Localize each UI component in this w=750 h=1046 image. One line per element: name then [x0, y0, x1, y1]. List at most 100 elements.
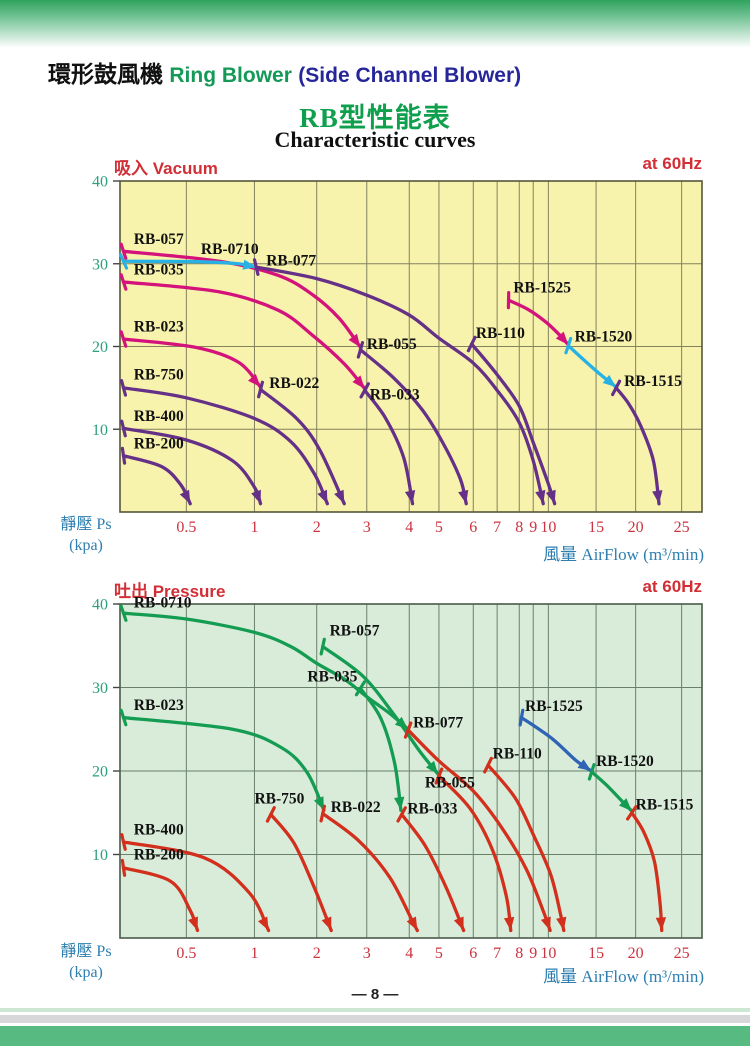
vacuum-curve-rb-1525: RB-1525 [506, 280, 571, 347]
footer-bar [0, 1026, 750, 1046]
svg-text:6: 6 [469, 519, 477, 536]
vacuum-x-axis-label: 風量 AirFlow (m³/min) [543, 545, 704, 564]
vacuum-curve-rb-110: RB-110 [466, 325, 557, 506]
vacuum-label-rb-110: RB-110 [476, 325, 525, 342]
svg-text:25: 25 [674, 519, 690, 536]
svg-text:0.5: 0.5 [176, 519, 196, 536]
vacuum-label-rb-035: RB-035 [134, 262, 184, 279]
vacuum-curve-rb-1520: RB-1520 [564, 329, 633, 389]
pressure-curve-rb-200: RB-200 [120, 847, 200, 933]
page-number: — 8 — [351, 986, 399, 1003]
svg-text:9: 9 [529, 519, 537, 536]
vacuum-y-axis-unit: (kpa) [69, 537, 103, 554]
pressure-chart: RB-0710 RB-057 RB-035 RB-023 RB-1525 RB-1520 R… [92, 594, 703, 962]
pressure-label-rb-055: RB-055 [425, 775, 475, 792]
vacuum-curve-rb-035: RB-035 [119, 262, 367, 391]
vacuum-label-rb-200: RB-200 [134, 435, 184, 452]
pressure-label-rb-750: RB-750 [254, 791, 304, 808]
footer-stripe-green [0, 1008, 750, 1012]
vacuum-curve-rb-1515: RB-1515 [611, 373, 682, 506]
svg-text:20: 20 [628, 519, 644, 536]
pressure-label-rb-200: RB-200 [134, 847, 184, 864]
vacuum-label-rb-400: RB-400 [134, 408, 184, 425]
vacuum-curve-rb-057: RB-057 [119, 231, 363, 349]
svg-text:10: 10 [540, 945, 556, 962]
vacuum-label-rb-055: RB-055 [367, 336, 417, 353]
pressure-curve-rb-1525: RB-1525 [518, 698, 593, 773]
pressure-curve-rb-400: RB-400 [120, 821, 271, 933]
vacuum-curve-rb-750: RB-750 [119, 367, 330, 506]
pressure-label-rb-0710: RB-0710 [134, 594, 192, 611]
header-cjk-title: 環形鼓風機 [48, 61, 163, 87]
pressure-label-rb-057: RB-057 [330, 623, 380, 640]
svg-text:20: 20 [92, 339, 108, 356]
pressure-label-rb-1515: RB-1515 [636, 796, 694, 813]
vacuum-curve-rb-023: RB-023 [119, 319, 263, 389]
svg-text:0.5: 0.5 [176, 945, 196, 962]
pressure-curve-rb-1520: RB-1520 [587, 753, 654, 813]
vacuum-y-axis-label: 靜壓 Ps [60, 516, 112, 533]
vacuum-curve-rb-200: RB-200 [120, 435, 192, 506]
top-gradient-bar [0, 0, 750, 48]
svg-text:5: 5 [435, 945, 443, 962]
vacuum-curve-rb-400: RB-400 [120, 408, 263, 506]
svg-text:7: 7 [493, 945, 501, 962]
svg-text:2: 2 [313, 945, 321, 962]
vacuum-label-rb-023: RB-023 [134, 319, 184, 336]
svg-text:3: 3 [363, 945, 371, 962]
vacuum-frequency-label: at 60Hz [642, 154, 702, 173]
pressure-label-rb-077: RB-077 [413, 715, 463, 732]
vacuum-curve-rb-055: RB-055 [356, 336, 469, 506]
svg-text:4: 4 [405, 945, 413, 962]
pressure-curve-rb-750: RB-750 [254, 791, 333, 933]
footer-stripe-gray [0, 1015, 750, 1023]
svg-text:25: 25 [674, 945, 690, 962]
vacuum-label-rb-022: RB-022 [269, 375, 319, 392]
subtitle: Characteristic curves [274, 127, 476, 152]
svg-text:3: 3 [363, 519, 371, 536]
vacuum-label-rb-033: RB-033 [370, 386, 420, 403]
pressure-label-rb-400: RB-400 [134, 821, 184, 838]
svg-text:15: 15 [588, 519, 604, 536]
svg-text:20: 20 [628, 945, 644, 962]
pressure-curve-rb-0710: RB-0710 [119, 594, 410, 731]
pressure-label-rb-023: RB-023 [134, 697, 184, 714]
svg-text:7: 7 [493, 519, 501, 536]
svg-text:10: 10 [92, 847, 108, 864]
svg-text:30: 30 [92, 680, 108, 697]
pressure-curve-rb-033: RB-033 [396, 801, 466, 933]
vacuum-curve-rb-033: RB-033 [359, 382, 420, 506]
pressure-label-rb-110: RB-110 [493, 745, 542, 762]
pressure-label-rb-035: RB-035 [307, 669, 357, 686]
pressure-curve-rb-022: RB-022 [319, 799, 419, 933]
svg-text:40: 40 [92, 174, 108, 191]
vacuum-curves: RB-057 RB-0710 RB-077 RB-035 RB-023 RB-022 RB-… [118, 231, 682, 506]
pressure-grid [113, 603, 702, 938]
pressure-curve-rb-110: RB-110 [483, 745, 567, 933]
svg-text:2: 2 [313, 519, 321, 536]
vacuum-label-rb-750: RB-750 [134, 367, 184, 384]
header-en-subtitle: (Side Channel Blower) [298, 64, 522, 87]
vacuum-chart-title: 吸入 Vacuum [114, 159, 218, 178]
vacuum-curve-rb-022: RB-022 [257, 375, 346, 506]
pressure-y-axis-unit: (kpa) [69, 964, 103, 981]
vacuum-curve-rb-077: RB-077 [252, 252, 546, 506]
vacuum-label-rb-1515: RB-1515 [624, 373, 682, 390]
pressure-chart-title: 吐出 Pressure [114, 582, 226, 601]
pressure-curve-rb-035: RB-035 [307, 669, 405, 812]
pressure-x-axis-label: 風量 AirFlow (m³/min) [543, 967, 704, 986]
pressure-curve-rb-077: RB-077 [403, 715, 552, 933]
svg-text:1: 1 [250, 945, 258, 962]
svg-text:4: 4 [405, 519, 413, 536]
svg-text:6: 6 [469, 945, 477, 962]
svg-text:10: 10 [540, 519, 556, 536]
pressure-frequency-label: at 60Hz [642, 577, 702, 596]
pressure-curve-rb-023: RB-023 [119, 697, 326, 812]
svg-text:9: 9 [529, 945, 537, 962]
svg-text:20: 20 [92, 764, 108, 781]
pressure-label-rb-022: RB-022 [331, 799, 381, 816]
svg-text:40: 40 [92, 597, 108, 614]
